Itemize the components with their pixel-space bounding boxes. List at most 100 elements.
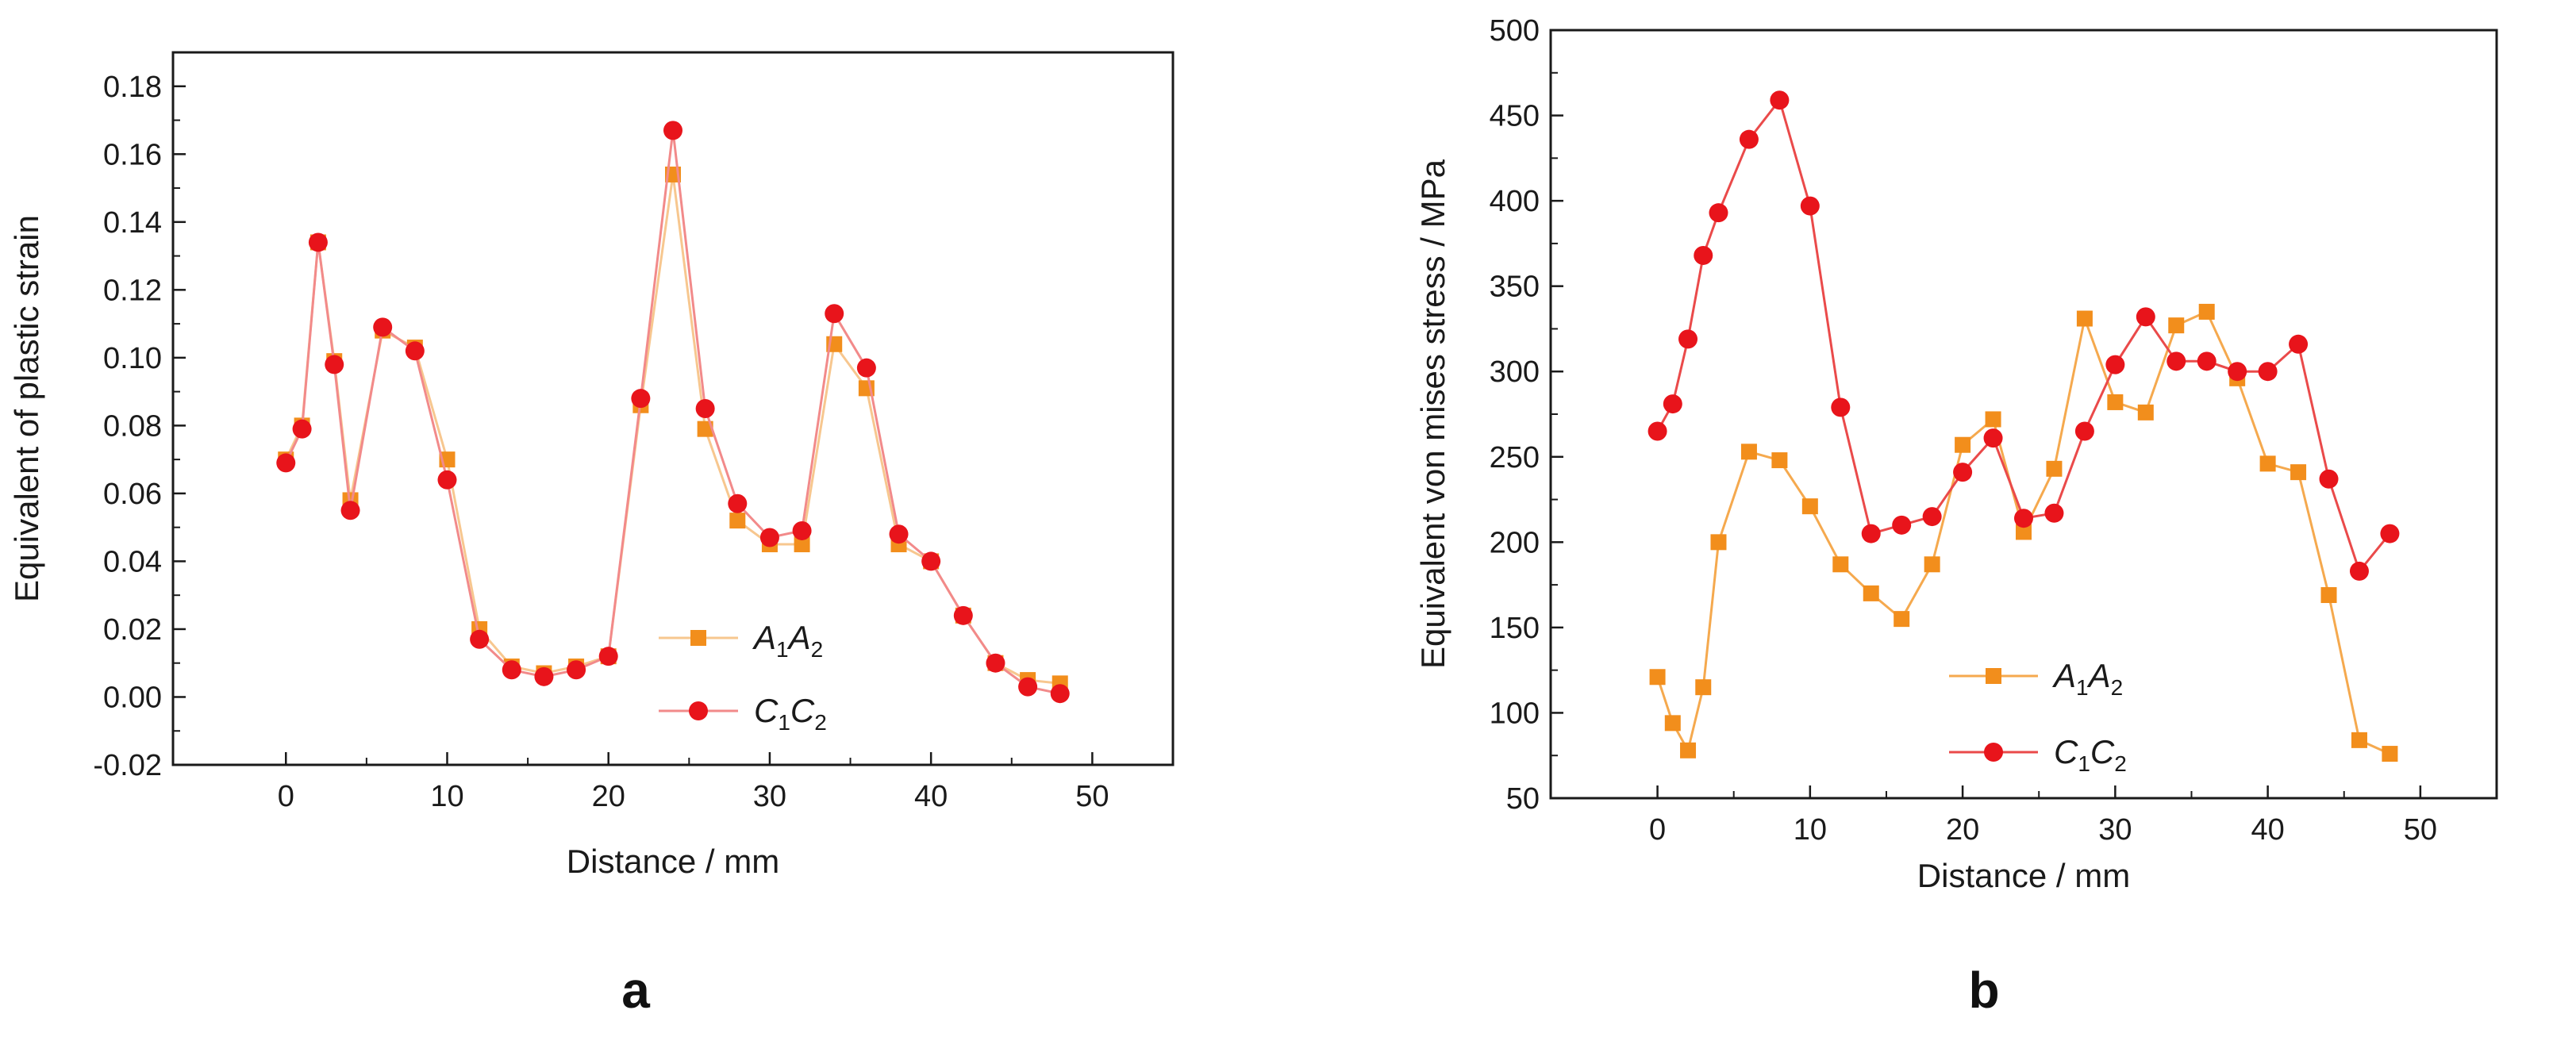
data-point-c1c2-b [2014, 509, 2033, 528]
data-point-a1a2-b [1680, 742, 1697, 759]
y-tick-label-b: 150 [1490, 612, 1540, 645]
data-point-a1a2-b [2107, 394, 2124, 410]
data-point-c1c2-a [759, 528, 779, 547]
legend-label-a1a2-b: A1A2 [2051, 657, 2123, 700]
data-point-a1a2-b [2198, 303, 2215, 320]
legend-label-c1c2-a: C1C2 [754, 692, 827, 735]
x-tick-label-b: 0 [1649, 813, 1666, 847]
data-point-c1c2-b [1694, 245, 1713, 265]
data-point-c1c2-a [340, 501, 360, 520]
y-tick-label-a: 0.00 [103, 681, 162, 714]
legend-label-c1c2-b: C1C2 [2054, 733, 2127, 776]
data-point-c1c2-a [308, 232, 328, 252]
x-tick-label-b: 40 [2251, 813, 2284, 847]
y-tick-label-a: 0.04 [103, 545, 162, 578]
data-point-c1c2-b [2197, 351, 2217, 371]
data-point-a1a2-b [2382, 746, 2398, 762]
data-point-c1c2-a [534, 666, 554, 686]
data-point-c1c2-a [953, 605, 973, 625]
data-point-c1c2-a [373, 317, 393, 337]
x-tick-labels-a: 0 10 20 30 40 50 [278, 780, 1109, 813]
data-point-c1c2-a [921, 551, 941, 571]
y-tick-label-b: 350 [1490, 271, 1540, 304]
data-point-a1a2-b [2137, 404, 2154, 421]
data-point-c1c2-b [1831, 398, 1851, 417]
x-tick-label-b: 20 [1946, 813, 1979, 847]
data-point-a1a2-b [1649, 669, 1666, 686]
x-tick-label-a: 20 [592, 780, 625, 813]
series-group-b [1647, 90, 2400, 762]
legend-marker-square-b [1986, 668, 2001, 684]
data-point-c1c2-b [2167, 351, 2186, 371]
data-point-c1c2-a [470, 629, 490, 649]
data-point-a1a2-b [1801, 498, 1818, 515]
data-point-a1a2-b [2046, 460, 2063, 477]
data-point-a1a2-b [1771, 452, 1788, 469]
data-point-c1c2-a [276, 453, 296, 473]
legend-marker-square-a [690, 630, 706, 646]
data-point-a1a2-b [1924, 556, 1940, 573]
tick-marks-b [1551, 29, 2422, 800]
y-tick-label-a: 0.12 [103, 274, 162, 307]
chart-panel-a: 0 10 20 30 40 50 -0.02 0.00 0.02 0.04 0.06 0.08 0.1… [8, 51, 1175, 1019]
data-point-c1c2-b [2074, 421, 2094, 441]
data-point-c1c2-b [2319, 469, 2339, 489]
data-point-c1c2-b [1922, 507, 1942, 527]
x-tick-label-a: 0 [278, 780, 294, 813]
x-axis-title-a: Distance / mm [567, 843, 779, 880]
data-point-c1c2-b [2136, 307, 2155, 327]
y-tick-label-b: 400 [1490, 185, 1540, 218]
data-point-a1a2-b [2168, 317, 2185, 334]
data-point-c1c2-a [567, 660, 586, 680]
data-point-a1a2-b [1740, 444, 1757, 460]
data-point-c1c2-b [1739, 129, 1759, 149]
legend-label-a1a2-a: A1A2 [752, 619, 823, 662]
data-point-c1c2-b [1709, 203, 1728, 223]
data-point-c1c2-a [792, 520, 812, 540]
y-tick-labels-a: -0.02 0.00 0.02 0.04 0.06 0.08 0.10 0.12 0.14 0.1… [93, 71, 162, 782]
data-point-c1c2-a [502, 660, 521, 680]
data-point-c1c2-a [986, 653, 1005, 673]
y-tick-label-a: 0.08 [103, 409, 162, 443]
data-point-a1a2-a [697, 421, 713, 437]
data-point-c1c2-b [2258, 362, 2278, 382]
data-point-c1c2-a [631, 389, 651, 409]
data-point-c1c2-b [1892, 515, 1912, 535]
data-point-c1c2-a [325, 355, 344, 374]
data-point-c1c2-a [889, 524, 909, 544]
data-point-a1a2-b [1955, 436, 1971, 453]
legend-item-c1c2-a: C1C2 [659, 692, 827, 735]
series-group-a [276, 121, 1070, 704]
data-point-c1c2-b [1678, 329, 1698, 349]
legend-item-a1a2-a: A1A2 [659, 619, 823, 662]
data-point-c1c2-b [1861, 524, 1881, 543]
y-tick-label-a: 0.16 [103, 138, 162, 171]
data-point-a1a2-b [2290, 464, 2307, 481]
y-tick-label-a: 0.14 [103, 206, 162, 240]
data-point-a1a2-b [2016, 524, 2032, 540]
y-tick-label-b: 250 [1490, 441, 1540, 474]
data-point-c1c2-a [405, 341, 425, 361]
data-point-a1a2-b [1832, 556, 1849, 573]
data-point-a1a2-b [1985, 411, 2001, 428]
data-point-c1c2-a [437, 470, 457, 490]
legend-b: A1A2 C1C2 [1949, 657, 2127, 776]
data-point-c1c2-a [1050, 684, 1070, 704]
x-tick-label-a: 30 [753, 780, 786, 813]
data-point-c1c2-a [856, 358, 876, 378]
data-point-c1c2-b [1663, 394, 1682, 414]
y-tick-label-b: 300 [1490, 355, 1540, 389]
y-tick-label-a: 0.18 [103, 71, 162, 104]
y-tick-label-a: -0.02 [93, 749, 162, 782]
data-point-a1a2-b [1710, 534, 1727, 551]
legend-item-c1c2-b: C1C2 [1949, 733, 2127, 776]
data-point-a1a2-b [1664, 715, 1681, 732]
data-point-c1c2-a [292, 419, 312, 439]
x-tick-label-b: 30 [2098, 813, 2132, 847]
data-point-c1c2-b [1953, 463, 1973, 482]
y-tick-label-a: 0.06 [103, 478, 162, 511]
x-tick-labels-b: 0 10 20 30 40 50 [1649, 813, 2437, 847]
data-point-a1a2-b [2076, 310, 2093, 327]
data-point-c1c2-b [2349, 561, 2369, 581]
